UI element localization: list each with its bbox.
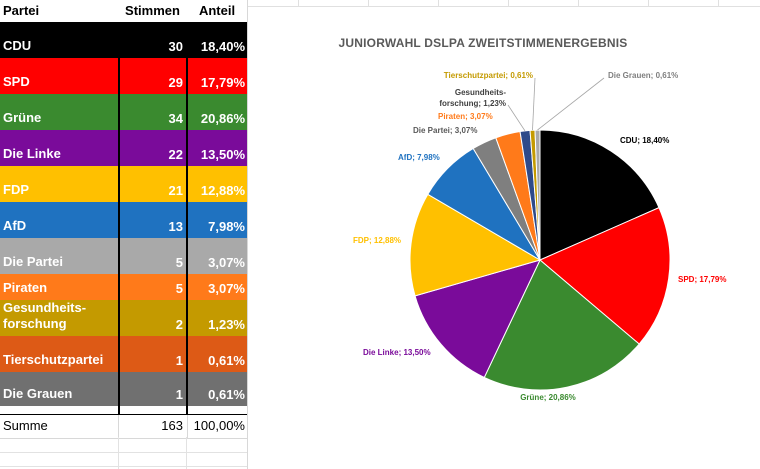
cell-party[interactable]: SPD <box>3 74 30 89</box>
cell-share[interactable]: 1,23% <box>208 317 245 332</box>
spreadsheet: Partei Stimmen Anteil CDU 30 18,40% SPD 29 17… <box>0 0 248 469</box>
cell-share[interactable]: 20,86% <box>200 111 245 126</box>
cell-votes[interactable]: 29 <box>168 75 183 90</box>
cell-share[interactable]: 18,40% <box>200 39 245 54</box>
cell-party[interactable]: Grüne <box>3 110 42 125</box>
sum-share[interactable]: 100,00% <box>187 415 247 438</box>
data-label: Gesundheits-forschung; 1,23% <box>439 88 506 108</box>
cell-party[interactable]: Die Partei <box>3 254 63 269</box>
cell-votes[interactable]: 1 <box>175 353 183 368</box>
sum-votes[interactable]: 163 <box>118 415 187 438</box>
cell-party[interactable]: Tierschutzpartei <box>3 352 104 367</box>
table-row[interactable]: Die Partei 5 3,07% <box>0 238 247 274</box>
cell-votes[interactable]: 34 <box>168 111 183 126</box>
data-label: Tierschutzpartei; 0,61% <box>444 71 533 80</box>
pie-slice[interactable] <box>534 129 541 261</box>
table-row[interactable]: SPD 29 17,79% <box>0 58 247 94</box>
table-row[interactable]: Tierschutzpartei 1 0,61% <box>0 336 247 372</box>
cell-share[interactable]: 7,98% <box>208 219 245 234</box>
cell-votes[interactable]: 13 <box>168 219 183 234</box>
sheet-grid-top <box>248 0 760 7</box>
table-row[interactable]: FDP 21 12,88% <box>0 166 247 202</box>
header-share[interactable]: Anteil <box>198 3 236 18</box>
leader-line <box>532 77 536 131</box>
data-label: Piraten; 3,07% <box>438 112 493 121</box>
data-label: Grüne; 20,86% <box>520 393 576 402</box>
pie-slice[interactable] <box>414 259 541 379</box>
cell-votes[interactable]: 30 <box>168 39 183 54</box>
cell-share[interactable]: 3,07% <box>208 281 245 296</box>
cell-share[interactable]: 3,07% <box>208 255 245 270</box>
cell-party[interactable]: CDU <box>3 38 32 53</box>
pie-slice[interactable] <box>409 193 542 297</box>
data-label: Die Grauen; 0,61% <box>608 71 678 80</box>
chart-area[interactable]: JUNIORWAHL DSLPA ZWEITSTIMMENERGEBNIS CD… <box>248 0 760 469</box>
cell-party[interactable]: Die Linke <box>3 146 61 161</box>
pie-slice[interactable] <box>539 206 671 345</box>
data-label: FDP; 12,88% <box>353 236 401 245</box>
cell-votes[interactable]: 2 <box>175 317 183 332</box>
data-label: Die Linke; 13,50% <box>363 348 431 357</box>
table-row[interactable]: Grüne 34 20,86% <box>0 94 247 130</box>
leader-line <box>537 77 605 131</box>
cell-party[interactable]: Gesundheits- forschung <box>3 300 87 331</box>
table-row[interactable]: Die Linke 22 13,50% <box>0 130 247 166</box>
table-row[interactable]: Die Grauen 1 0,61% <box>0 372 247 406</box>
cell-votes[interactable]: 21 <box>168 183 183 198</box>
cell-share[interactable]: 17,79% <box>200 75 245 90</box>
column-border-left <box>118 22 120 414</box>
cell-votes[interactable]: 5 <box>175 255 183 270</box>
pie-chart[interactable]: CDU; 18,40% SPD; 17,79% Grüne; 20,86% Die L… <box>248 0 760 469</box>
table-row[interactable]: Gesundheits- forschung 2 1,23% <box>0 300 247 336</box>
data-label: Die Partei; 3,07% <box>413 126 477 135</box>
cell-votes[interactable]: 1 <box>175 387 183 402</box>
grid-line <box>186 437 187 469</box>
cell-votes[interactable]: 5 <box>175 281 183 296</box>
cell-share[interactable]: 13,50% <box>200 147 245 162</box>
grid-line <box>118 437 119 469</box>
data-label: SPD; 17,79% <box>678 275 726 284</box>
cell-party[interactable]: FDP <box>3 182 29 197</box>
table-row[interactable]: CDU 30 18,40% <box>0 22 247 58</box>
sum-row[interactable]: Summe 163 100,00% <box>0 414 247 439</box>
cell-share[interactable]: 0,61% <box>208 353 245 368</box>
header-votes[interactable]: Stimmen <box>125 3 180 18</box>
table-body: CDU 30 18,40% SPD 29 17,79% Grüne 34 20,86% Die L… <box>0 22 247 406</box>
grid-line <box>0 466 247 467</box>
leader-line <box>507 104 526 132</box>
sum-label[interactable]: Summe <box>3 418 48 433</box>
cell-share[interactable]: 12,88% <box>200 183 245 198</box>
table-row[interactable]: AfD 13 7,98% <box>0 202 247 238</box>
data-label: CDU; 18,40% <box>620 136 669 145</box>
table-header: Partei Stimmen Anteil <box>0 0 247 23</box>
data-label: AfD; 7,98% <box>398 153 440 162</box>
cell-votes[interactable]: 22 <box>168 147 183 162</box>
table-row[interactable]: Piraten 5 3,07% <box>0 274 247 300</box>
cell-party[interactable]: Piraten <box>3 280 48 295</box>
chart-title: JUNIORWAHL DSLPA ZWEITSTIMMENERGEBNIS <box>338 36 628 50</box>
cell-share[interactable]: 0,61% <box>208 387 245 402</box>
cell-party[interactable]: Die Grauen <box>3 386 73 401</box>
grid-line <box>0 452 247 453</box>
column-border-right <box>186 22 188 414</box>
pie-slice[interactable] <box>539 129 660 261</box>
cell-party[interactable]: AfD <box>3 218 27 233</box>
header-party[interactable]: Partei <box>3 3 40 18</box>
pie-slice[interactable] <box>483 259 640 391</box>
